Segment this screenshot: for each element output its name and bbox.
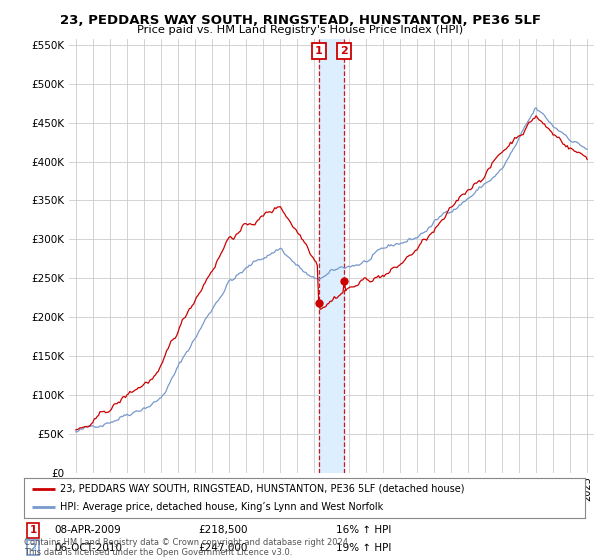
Text: £218,500: £218,500 <box>198 525 248 535</box>
Text: 23, PEDDARS WAY SOUTH, RINGSTEAD, HUNSTANTON, PE36 5LF: 23, PEDDARS WAY SOUTH, RINGSTEAD, HUNSTA… <box>59 14 541 27</box>
Text: 2: 2 <box>340 46 348 56</box>
Text: 19% ↑ HPI: 19% ↑ HPI <box>336 543 391 553</box>
Text: 23, PEDDARS WAY SOUTH, RINGSTEAD, HUNSTANTON, PE36 5LF (detached house): 23, PEDDARS WAY SOUTH, RINGSTEAD, HUNSTA… <box>61 484 465 493</box>
Text: 08-APR-2009: 08-APR-2009 <box>54 525 121 535</box>
Text: 06-OCT-2010: 06-OCT-2010 <box>54 543 122 553</box>
Bar <box>319 39 344 473</box>
Text: £247,000: £247,000 <box>198 543 247 553</box>
Text: 16% ↑ HPI: 16% ↑ HPI <box>336 525 391 535</box>
Text: HPI: Average price, detached house, King’s Lynn and West Norfolk: HPI: Average price, detached house, King… <box>61 502 384 512</box>
Text: Price paid vs. HM Land Registry's House Price Index (HPI): Price paid vs. HM Land Registry's House … <box>137 25 463 35</box>
Text: 1: 1 <box>29 525 37 535</box>
Text: 2: 2 <box>29 543 37 553</box>
Text: Contains HM Land Registry data © Crown copyright and database right 2024.
This d: Contains HM Land Registry data © Crown c… <box>24 538 350 557</box>
Text: 1: 1 <box>315 46 323 56</box>
